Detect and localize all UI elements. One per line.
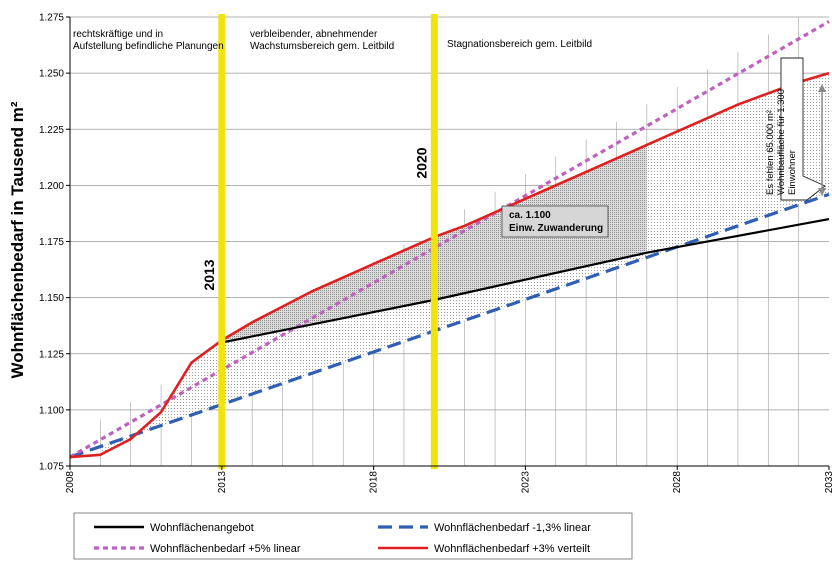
y-tick-label: 1.075 [39,462,64,473]
series-line-wohnfl-chenangebot [221,217,830,344]
series-line-wohnfl-chenbedarf-3-verteilt [69,71,830,459]
legend-label: Wohnflächenbedarf -1,3% linear [434,522,591,534]
annotation-box-line-1: ca. 1.100 [509,210,551,221]
region-note-2: verbleibender, abnehmender Wachstumsbere… [250,29,394,52]
y-axis-label: Wohnflächenbedarf in Tausend m² [8,101,27,378]
axes: 1.075 1.100 1.125 1.150 1.175 1.200 1.225 1.250… [39,13,832,494]
y-tick-label: 1.200 [39,181,64,192]
region-note-1-line-2: Aufstellung befindliche Planungen [73,41,224,52]
x-tick-label: 2013 [217,471,228,494]
y-tick-label: 1.100 [39,405,64,416]
callout-line-1: Es fehlen 65.000 m² [765,110,776,195]
legend: Wohnflächenangebot Wohnflächenbedarf -1,3… [73,512,633,560]
callout-arrow-head-down [818,188,826,196]
y-tick-label: 1.175 [39,237,64,248]
x-tick-label: 2018 [369,471,380,494]
callout-line-3: Einwohner [787,150,798,195]
region-note-3: Stagnationsbereich gem. Leitbild [447,39,592,50]
y-tick-label: 1.225 [39,125,64,136]
legend-label: Wohnflächenbedarf +5% linear [150,543,301,555]
y-tick-label: 1.275 [39,13,64,24]
callout-text: Es fehlen 65.000 m² Wohnbaufläche für 1.… [765,86,798,195]
x-tick-label: 2028 [672,471,683,494]
callout-line-2: Wohnbaufläche für 1.300 [776,89,787,195]
y-tick-label: 1.250 [39,69,64,80]
series-line-wohnfl-chenbedarf-5-linear [69,20,830,459]
marker-label-2013: 2013 [201,259,217,290]
series-line-wohnfl-chenbedarf-1-3-linear [69,192,830,459]
y-tick-label: 1.125 [39,349,64,360]
x-tick-label: 2008 [65,471,76,494]
region-note-1-line-1: rechtskräftige und in [73,29,163,40]
callout-arrow-head-up [818,84,826,92]
x-tick-label: 2023 [520,471,531,494]
vertical-markers: 2013 2020 [201,14,438,469]
x-tick-label: 2033 [824,471,832,494]
legend-label: Wohnflächenbedarf +3% verteilt [434,543,590,555]
y-tick-label: 1.150 [39,293,64,304]
region-note-1: rechtskräftige und in Aufstellung befind… [73,29,224,52]
annotation-box: ca. 1.100 Einw. Zuwanderung [501,205,609,238]
legend-label: Wohnflächenangebot [150,522,254,534]
region-note-2-line-2: Wachstumsbereich gem. Leitbild [250,41,394,52]
marker-label-2020: 2020 [413,147,429,178]
series-lines [69,20,830,459]
region-note-2-line-1: verbleibender, abnehmender [250,29,378,40]
annotation-box-line-2: Einw. Zuwanderung [509,223,603,234]
callout: Es fehlen 65.000 m² Wohnbaufläche für 1.… [765,57,826,201]
